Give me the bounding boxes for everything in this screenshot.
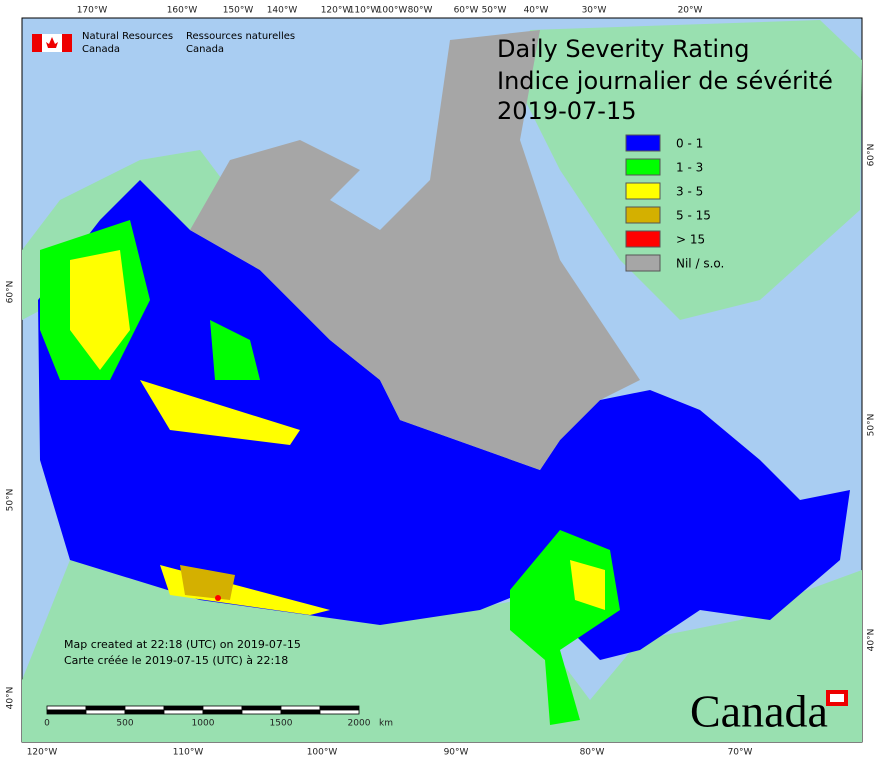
subtitle: Indice journalier de sévérité: [497, 67, 833, 95]
scale-label: 1500: [270, 719, 293, 729]
agency-signature: Natural Resources Canada Ressources natu…: [32, 31, 295, 55]
legend-swatch: [625, 230, 661, 248]
legend-label: 0 - 1: [676, 137, 703, 151]
note: Carte créée le 2019-07-15 (UTC) à 22:18: [64, 654, 288, 667]
nwt-moderate: [210, 320, 260, 380]
lon-label: 50°W: [482, 6, 507, 16]
scale-segment: [46, 709, 87, 715]
wordmark-flag: [826, 690, 848, 706]
lon-label: 90°W: [444, 748, 469, 758]
lon-label: 110°W: [349, 6, 380, 16]
legend-label: Nil / s.o.: [676, 257, 724, 271]
lon-label: 170°W: [77, 6, 108, 16]
lat-label: 40°N: [867, 629, 877, 652]
lat-label: 60°N: [867, 144, 877, 167]
legend-swatch: [625, 206, 661, 224]
prairie-very-high: [180, 565, 235, 600]
lon-label: 40°W: [524, 6, 549, 16]
scale-segment: [202, 709, 243, 715]
legend-label: 5 - 15: [676, 209, 711, 223]
lon-label: 140°W: [267, 6, 298, 16]
scale-segment: [124, 705, 165, 711]
lon-label: 120°W: [27, 748, 58, 758]
north-band: [140, 380, 300, 445]
scale-segment: [241, 709, 282, 715]
canada-rating: [38, 180, 850, 660]
flag-bar: [32, 34, 42, 52]
note: Map created at 22:18 (UTC) on 2019-07-15: [64, 638, 301, 651]
scale-segment: [280, 709, 321, 715]
bc-high: [70, 250, 130, 370]
scale-segment: [163, 705, 204, 711]
agency-en: Canada: [82, 44, 120, 55]
title: Daily Severity Rating: [497, 35, 749, 63]
agency-fr: Ressources naturelles: [186, 31, 295, 42]
scale-bar: 0 500 1000 1500 2000 km: [44, 705, 393, 729]
lon-label: 70°W: [728, 748, 753, 758]
legend-swatch: [625, 158, 661, 176]
scale-segment: [85, 709, 126, 715]
legend-label: 1 - 3: [676, 161, 703, 175]
scale-label: 500: [116, 719, 133, 729]
scale-segment: [46, 705, 87, 711]
scale-segment: [202, 705, 243, 711]
lat-label: 60°N: [6, 281, 16, 304]
scale-segment: [319, 709, 360, 715]
date: 2019-07-15: [497, 97, 636, 125]
lon-label: 80°W: [408, 6, 433, 16]
scale-segment: [85, 705, 126, 711]
lon-label: 100°W: [307, 748, 338, 758]
scale-label: 2000: [348, 719, 371, 729]
scale-segment: [124, 709, 165, 715]
lat-label: 40°N: [6, 687, 16, 710]
legend-swatch: [625, 134, 661, 152]
legend-swatch: [625, 182, 661, 200]
legend-swatch: [625, 254, 661, 272]
scale-label: 1000: [192, 719, 215, 729]
lon-label: 110°W: [173, 748, 204, 758]
wordmark: Canada: [690, 686, 828, 737]
lat-label: 50°N: [6, 489, 16, 512]
scale-segment: [319, 705, 360, 711]
arctic-nil: [190, 30, 640, 470]
flag-bar: [62, 34, 72, 52]
quebec-high: [570, 560, 605, 610]
agency-fr: Canada: [186, 44, 224, 55]
legend-label: 3 - 5: [676, 185, 703, 199]
lon-label: 20°W: [678, 6, 703, 16]
lon-label: 120°W: [321, 6, 352, 16]
scale-label: 0: [44, 719, 50, 729]
maple-leaf: [46, 37, 58, 48]
legend-label: > 15: [676, 233, 705, 247]
scale-segment: [280, 705, 321, 711]
lon-label: 30°W: [582, 6, 607, 16]
lon-label: 100°W: [377, 6, 408, 16]
lon-label: 150°W: [223, 6, 254, 16]
scale-segment: [163, 709, 204, 715]
lon-label: 80°W: [580, 748, 605, 758]
scale-unit: km: [379, 719, 393, 729]
lon-label: 60°W: [454, 6, 479, 16]
usa: [22, 560, 862, 742]
lat-label: 50°N: [867, 414, 877, 437]
scale-segment: [241, 705, 282, 711]
agency-en: Natural Resources: [82, 31, 173, 42]
legend: 0 - 1 1 - 3 3 - 5 5 - 15 > 15 Nil / s.o.: [625, 134, 724, 272]
extreme: [215, 595, 221, 601]
lon-label: 160°W: [167, 6, 198, 16]
greenland: [520, 20, 862, 320]
